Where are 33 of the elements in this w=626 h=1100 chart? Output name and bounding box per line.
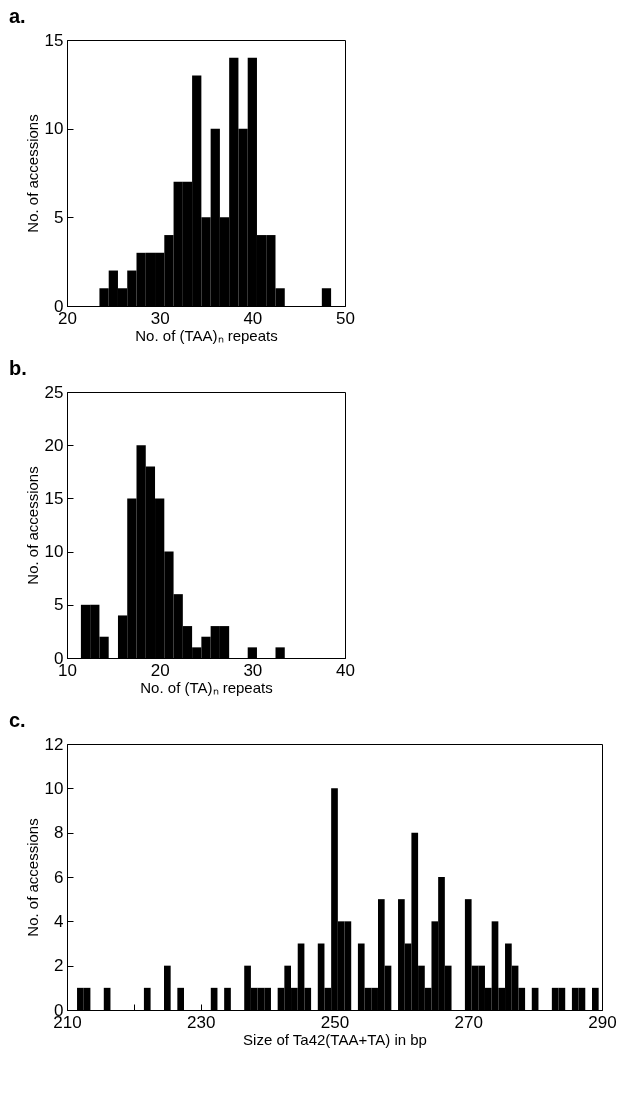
- x-tick-label: 250: [320, 1012, 350, 1032]
- y-tick-label: 20: [44, 435, 64, 455]
- x-tick-label: 230: [187, 1012, 216, 1032]
- y-tick-label: 2: [54, 956, 64, 976]
- y-tick-label: 4: [54, 911, 64, 931]
- y-tick-label: 8: [54, 823, 64, 843]
- x-tick-label: 40: [336, 660, 355, 680]
- y-tick-label: 10: [44, 542, 64, 562]
- chart-title: b.: [9, 357, 27, 379]
- x-tick-label: 290: [588, 1012, 617, 1032]
- y-tick-label: 5: [54, 595, 64, 615]
- y-tick-label: 6: [54, 867, 64, 887]
- y-tick-label: 25: [44, 382, 64, 402]
- x-axis-title: No. of (TA)ₙ repeats: [140, 678, 273, 696]
- x-axis-title: Size of Ta42(TAA+TA) in bp: [243, 1030, 427, 1048]
- x-tick-label: 30: [150, 308, 170, 328]
- y-tick-label: 15: [44, 30, 64, 50]
- y-tick-label: 5: [54, 207, 64, 227]
- y-axis-title: No. of accessions: [23, 114, 41, 233]
- y-axis-title: No. of accessions: [23, 818, 41, 937]
- x-tick-label: 20: [150, 660, 170, 680]
- y-tick-label: 10: [44, 119, 64, 139]
- chart-title: a.: [9, 5, 26, 27]
- y-tick-label: 15: [44, 488, 64, 508]
- chart-title: c.: [9, 709, 26, 731]
- y-tick-label: 12: [44, 734, 64, 754]
- x-axis-title: No. of (TAA)ₙ repeats: [135, 326, 278, 344]
- y-tick-label: 10: [44, 778, 64, 798]
- x-tick-label: 270: [454, 1012, 483, 1032]
- y-axis-title: No. of accessions: [23, 466, 41, 585]
- x-tick-label: 40: [243, 308, 263, 328]
- x-tick-label: 50: [336, 308, 355, 328]
- x-tick-label: 30: [243, 660, 263, 680]
